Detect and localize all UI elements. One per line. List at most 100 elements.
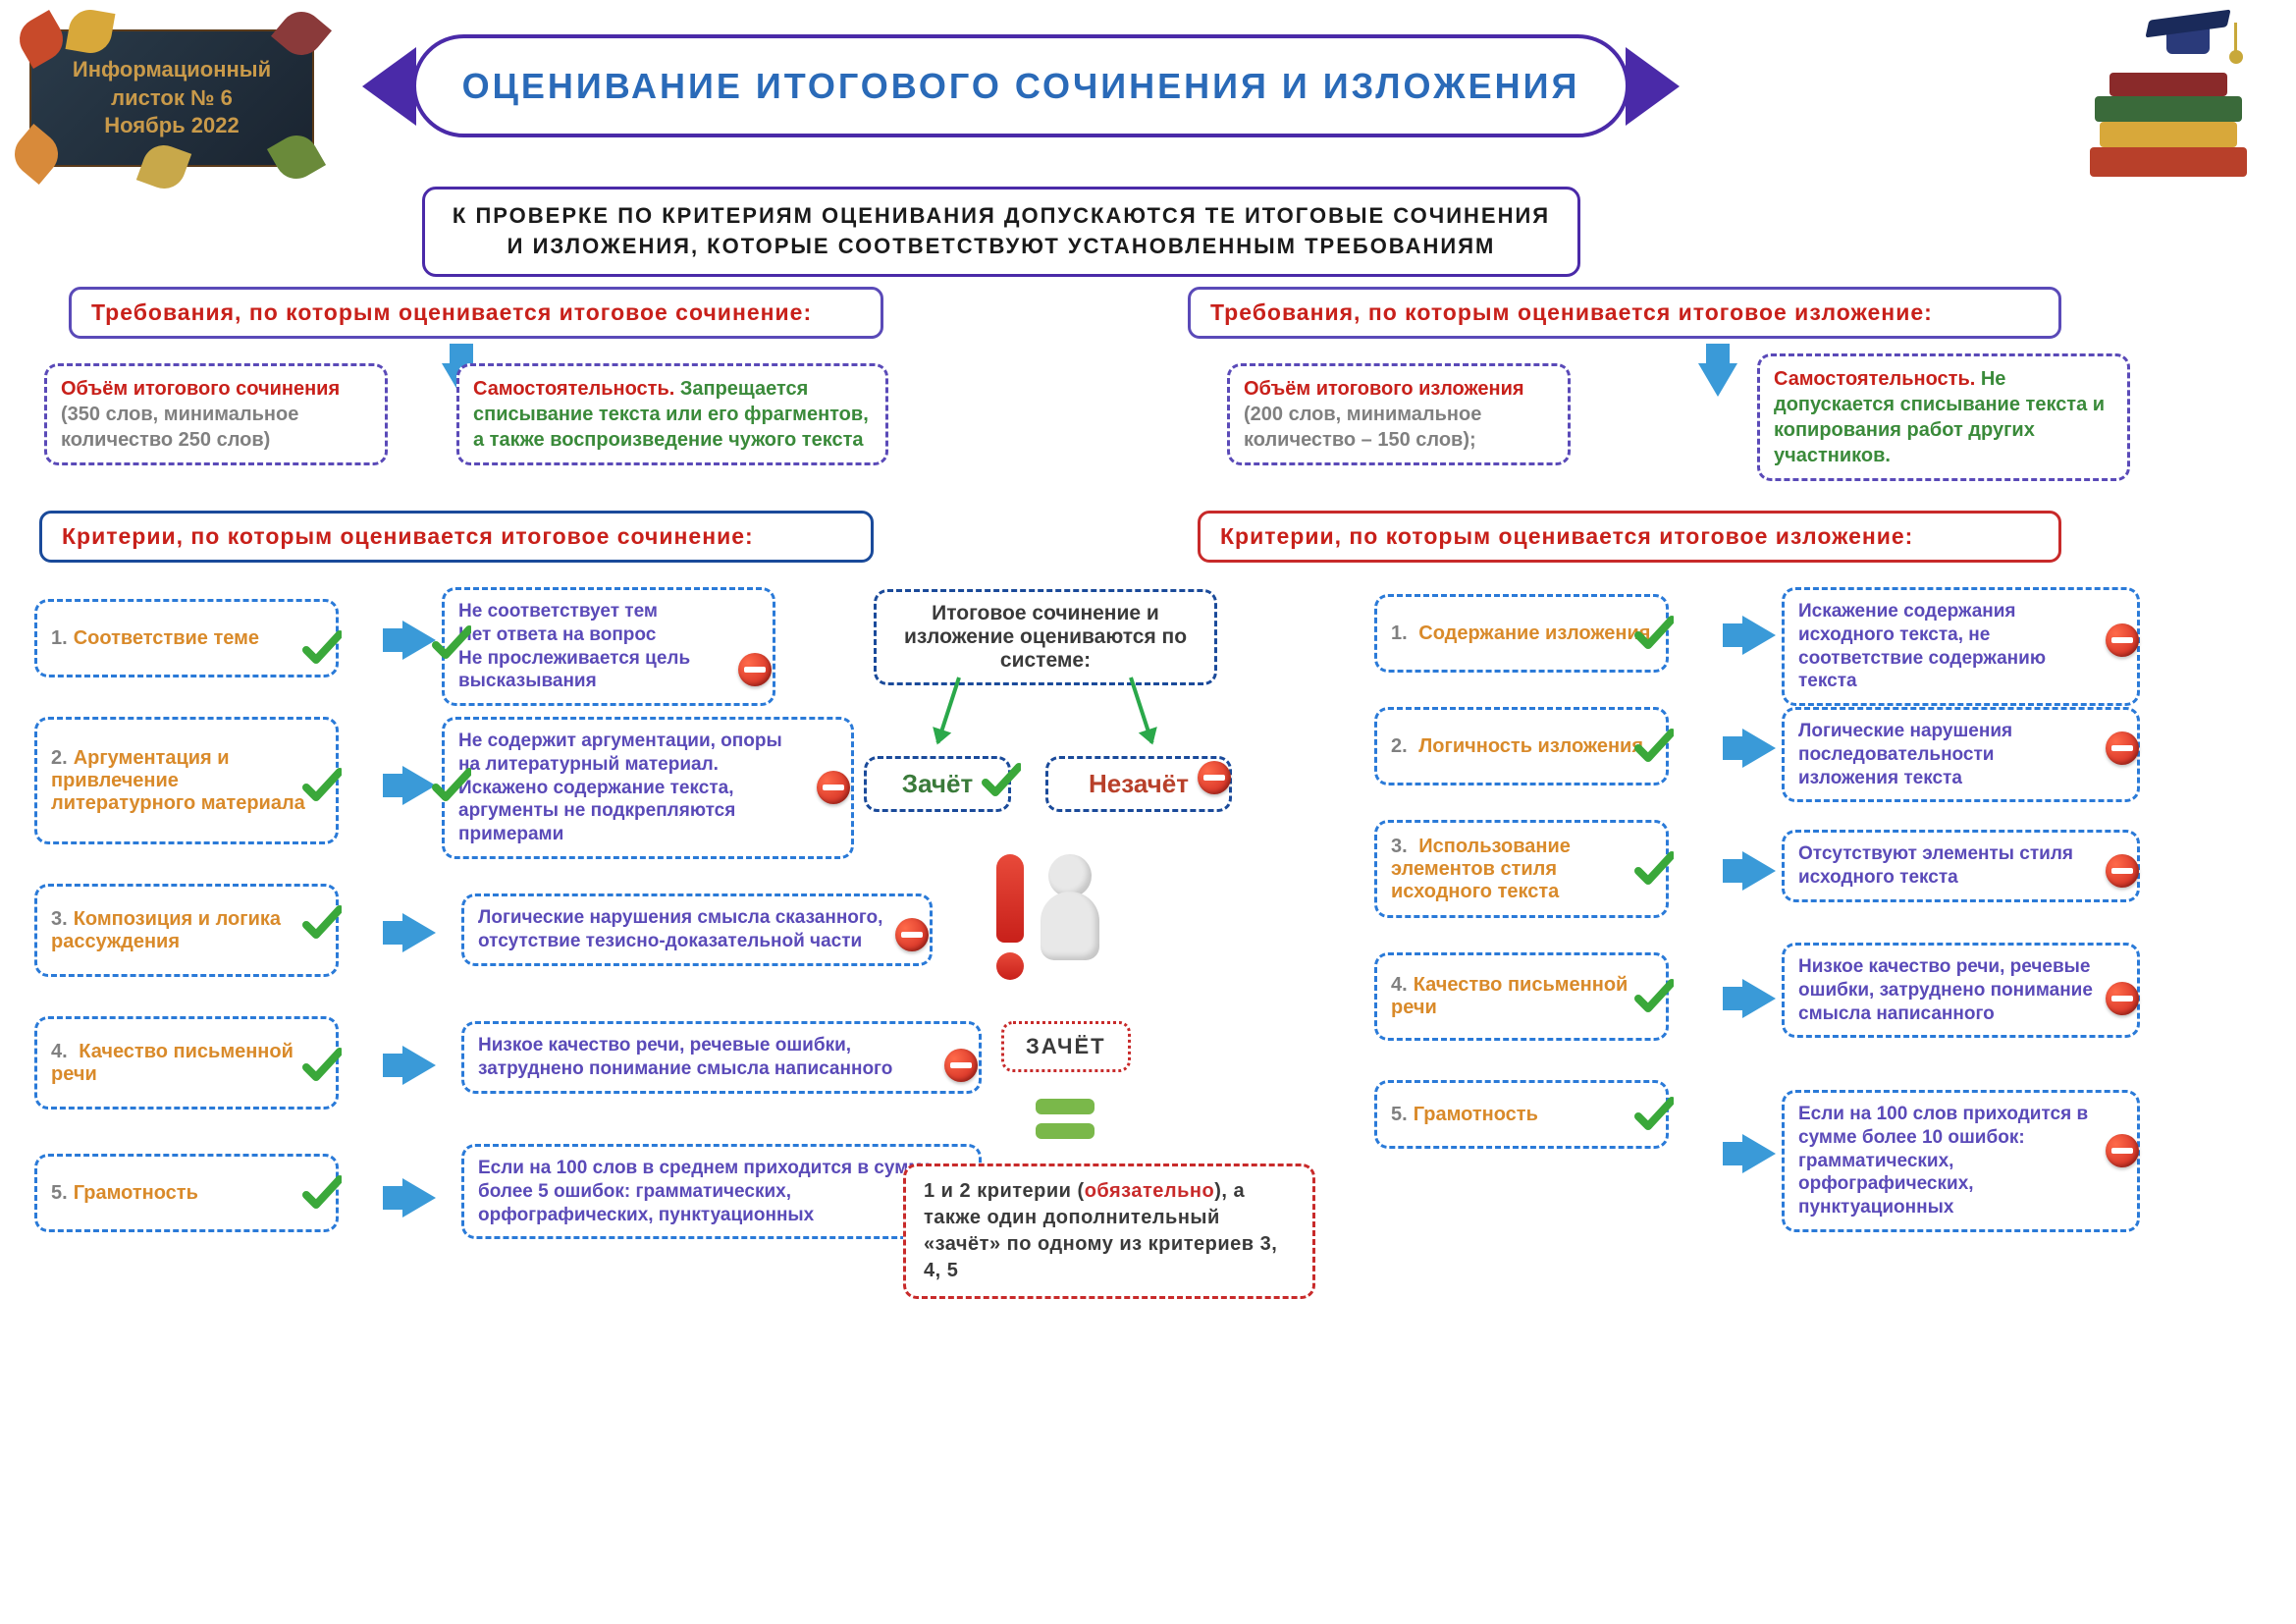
stop-icon [2106,854,2139,888]
crit-label: Грамотность [1414,1104,1538,1126]
arrow-right-icon [402,1046,436,1085]
crit-label: Грамотность [74,1182,198,1205]
crit-num: 1. [51,627,68,650]
right-fail-1: Искажение содержания исходного текста, н… [1782,587,2140,706]
fail-text: Низкое качество речи, речевые ошибки, за… [1798,956,2093,1024]
arrow-right-icon [402,1178,436,1218]
center-system: Итоговое сочинение и изложение оценивают… [874,589,1217,685]
green-arrow-icon [935,677,960,743]
check-icon [302,1046,342,1085]
left-crit-2: 2.Аргументация и привлечение литературно… [34,717,339,844]
right-crit-2: 2. Логичность изложения [1374,707,1669,785]
cap-icon [2149,15,2227,54]
left-fail-4: Низкое качество речи, речевые ошибки, за… [461,1021,982,1094]
left-fail-1: Не соответствует тем Нет ответа на вопро… [442,587,775,706]
check-icon [302,1173,342,1213]
right-crit-3: 3. Использование элементов стиля исходно… [1374,820,1669,918]
arrow-right-icon [402,913,436,952]
left-crit-4: 4. Качество письменной речи [34,1016,339,1110]
stop-icon [944,1049,978,1082]
stop-icon [2106,731,2139,765]
crit-label: Качество письменной речи [51,1041,294,1085]
zachet-badge: ЗАЧЁТ [1001,1021,1131,1072]
check-icon [1634,977,1674,1016]
fail-text: Низкое качество речи, речевые ошибки, за… [478,1035,892,1079]
header-text: Требования, по которым оценивается итого… [91,299,812,325]
check-icon [302,628,342,668]
right-fail-5: Если на 100 слов приходится в сумме боле… [1782,1090,2140,1232]
arrow-right-icon [1742,616,1776,655]
fail-text: Если на 100 слов в среднем приходится в … [478,1158,933,1225]
person-icon [1041,854,1099,960]
result-highlight: обязательно [1085,1180,1215,1202]
check-icon [432,766,471,805]
header-text: Критерии, по которым оценивается итогово… [1220,523,1913,549]
crit-num: 4. [51,1041,73,1062]
fail-text: Не содержит аргументации, опоры на литер… [458,731,782,844]
stop-icon [817,771,850,804]
right-fail-2: Логические нарушения последовательности … [1782,707,2140,802]
result-text: 1 и 2 критерии ( [924,1180,1085,1202]
arrow-right-icon [402,621,436,660]
req-label: Самостоятельность. [1774,368,1975,390]
result-box: 1 и 2 критерии (обязательно), а также од… [903,1164,1315,1299]
green-arrow-icon [1129,677,1153,743]
crit-label: Соответствие теме [74,627,259,650]
equals-icon [1036,1090,1095,1148]
left-crit-1: 1. Соответствие теме [34,599,339,677]
fail-text: Искажение содержания исходного текста, н… [1798,601,2046,691]
right-req-header: Требования, по которым оценивается итого… [1188,287,2061,339]
right-fail-4: Низкое качество речи, речевые ошибки, за… [1782,943,2140,1038]
fail-text: Если на 100 слов приходится в сумме боле… [1798,1104,2088,1218]
check-icon [302,766,342,805]
check-icon [432,623,471,663]
fail-label: Незачёт [1089,769,1189,798]
arrow-right-icon [1742,1134,1776,1173]
badge-line: Информационный [73,56,271,84]
arrow-right-icon [1742,979,1776,1018]
right-crit-5: 5.Грамотность [1374,1080,1669,1149]
left-req-header: Требования, по которым оценивается итого… [69,287,883,339]
crit-label: Аргументация и привлечение литературного… [51,747,305,814]
crit-label: Использование элементов стиля исходного … [1391,836,1571,902]
header-text: Критерии, по которым оценивается итогово… [62,523,754,549]
check-icon [982,761,1021,800]
right-crit-header: Критерии, по которым оценивается итогово… [1198,511,2061,563]
check-icon [1634,1095,1674,1134]
check-icon [302,903,342,943]
req-label: Самостоятельность. [473,378,674,400]
stop-icon [1198,761,1231,794]
left-fail-3: Логические нарушения смысла сказанного, … [461,893,933,966]
check-icon [1634,614,1674,653]
books-icon [2070,20,2267,177]
fail-text: Логические нарушения смысла сказанного, … [478,907,882,951]
subtitle-box: К ПРОВЕРКЕ ПО КРИТЕРИЯМ ОЦЕНИВАНИЯ ДОПУС… [422,187,1580,277]
arrow-right-icon [1742,729,1776,768]
left-crit-3: 3.Композиция и логика рассуждения [34,884,339,977]
stop-icon [2106,623,2139,657]
arrow-right-icon [1742,851,1776,891]
page-title: ОЦЕНИВАНИЕ ИТОГОВОГО СОЧИНЕНИЯ И ИЗЛОЖЕН… [462,66,1580,107]
crit-num: 2. [51,747,68,769]
fail-text: Логические нарушения последовательности … [1798,721,2012,788]
req-label: Объём итогового сочинения [61,378,340,400]
crit-label: Содержание изложения [1418,623,1650,644]
crit-label: Качество письменной речи [1391,974,1628,1018]
right-req-independence: Самостоятельность. Не допускается списыв… [1757,353,2130,481]
left-crit-5: 5.Грамотность [34,1154,339,1232]
left-crit-header: Критерии, по которым оценивается итогово… [39,511,874,563]
left-fail-2: Не содержит аргументации, опоры на литер… [442,717,854,859]
check-icon [1634,849,1674,889]
title-ribbon: ОЦЕНИВАНИЕ ИТОГОВОГО СОЧИНЕНИЯ И ИЗЛОЖЕН… [412,34,1629,137]
exclamation-icon [996,854,1024,980]
crit-num: 3. [1391,836,1413,857]
crit-num: 1. [1391,623,1413,644]
arrow-right-icon [402,766,436,805]
fail-text: Отсутствуют элементы стиля исходного тек… [1798,843,2073,888]
crit-label: Композиция и логика рассуждения [51,908,281,952]
center-text: Итоговое сочинение и изложение оценивают… [904,602,1187,672]
badge-text: ЗАЧЁТ [1026,1034,1106,1058]
right-crit-1: 1. Содержание изложения [1374,594,1669,673]
check-icon [1634,727,1674,766]
req-detail: (350 слов, минимальное количество 250 сл… [61,404,298,451]
